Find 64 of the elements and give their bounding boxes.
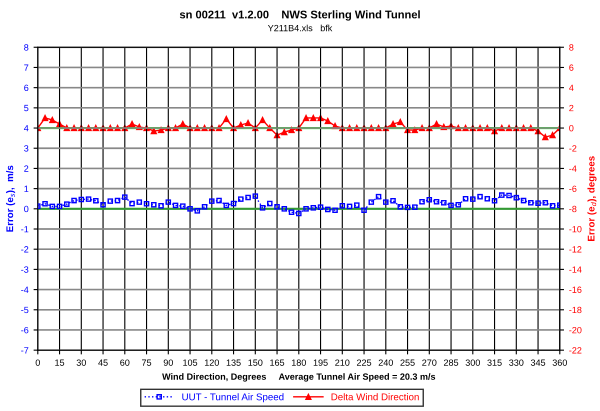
x-tick-label: 240	[378, 359, 393, 366]
x-tick-label: 135	[226, 359, 241, 366]
x-tick-label: 60	[120, 359, 130, 366]
y2-tick-label: -16	[569, 286, 582, 293]
y2-tick-label: -14	[569, 266, 582, 273]
x-tick-label: 165	[270, 359, 284, 366]
x-axis-title: Wind Direction, Degrees Average Tunnel Air Speed = 20.3 m/s	[162, 373, 436, 382]
x-tick-label: 300	[466, 359, 480, 366]
y-tick-label: -5	[21, 306, 28, 314]
y-tick-label: 3	[24, 145, 28, 152]
x-tick-label: 285	[444, 359, 458, 366]
x-tick-label: 120	[204, 359, 219, 366]
y2-tick-label: 2	[569, 104, 574, 112]
y2-tick-label: -6	[569, 186, 576, 192]
x-tick-label: 90	[164, 359, 173, 366]
y2-tick-label: -10	[569, 226, 582, 232]
y-tick-label: -2	[21, 246, 28, 252]
y-tick-label: 8	[24, 44, 28, 51]
legend-label: UUT - Tunnel Air Speed	[182, 393, 284, 402]
x-tick-label: 150	[248, 359, 262, 366]
x-tick-label: 105	[183, 359, 198, 366]
x-tick-label: 330	[509, 359, 524, 366]
x-tick-label: 210	[335, 359, 350, 366]
y-tick-label: -7	[21, 347, 28, 354]
x-tick-label: 225	[356, 359, 372, 366]
y2-tick-label: -12	[569, 246, 582, 252]
x-tick-label: 195	[314, 359, 328, 366]
y-tick-label: 6	[24, 84, 28, 92]
y2-tick-label: 8	[569, 44, 574, 51]
y-tick-label: 4	[24, 125, 29, 132]
y-tick-label: 1	[24, 186, 28, 192]
legend-label: Delta Wind Direction	[332, 393, 419, 400]
x-tick-label: 15	[55, 360, 64, 366]
y2-axis-title: Error (e$_{d}$), degrees	[587, 156, 597, 241]
y2-tick-label: -2	[569, 145, 576, 152]
x-tick-label: 270	[422, 359, 436, 366]
x-tick-label: 360	[552, 359, 567, 366]
y2-tick-label: -8	[569, 206, 576, 212]
x-tick-label: 315	[487, 359, 502, 366]
x-tick-label: 255	[400, 359, 415, 366]
x-tick-label: 30	[76, 359, 86, 366]
x-tick-label: 0	[36, 359, 40, 366]
x-tick-label: 180	[292, 359, 306, 366]
y-tick-label: -6	[21, 326, 28, 334]
y-tick-label: -1	[21, 226, 28, 232]
y2-tick-label: -18	[569, 306, 582, 314]
x-tick-label: 345	[530, 359, 546, 366]
y-tick-label: 0	[24, 206, 28, 212]
y2-tick-label: 4	[569, 84, 574, 91]
chart-title: sn 00211 v1.2.00 NWS Sterling Wind Tunnel	[180, 10, 420, 21]
y-tick-label: -3	[21, 266, 28, 273]
y-axis-title: Error (e$_{s}$), m/s	[6, 166, 16, 232]
x-tick-label: 45	[98, 360, 108, 366]
x-tick-label: 75	[142, 360, 152, 366]
y-tick-label: 7	[24, 64, 28, 71]
y2-tick-label: 0	[569, 125, 574, 132]
y-tick-label: -4	[21, 286, 29, 293]
y2-tick-label: -4	[569, 165, 577, 172]
y2-tick-label: -22	[569, 347, 582, 354]
y2-tick-label: 6	[569, 64, 574, 71]
y-tick-label: 2	[24, 165, 28, 172]
chart-subtitle: Y211B4.xls bfk	[268, 24, 332, 32]
y2-tick-label: -20	[569, 326, 582, 334]
y-tick-label: 5	[24, 104, 28, 112]
